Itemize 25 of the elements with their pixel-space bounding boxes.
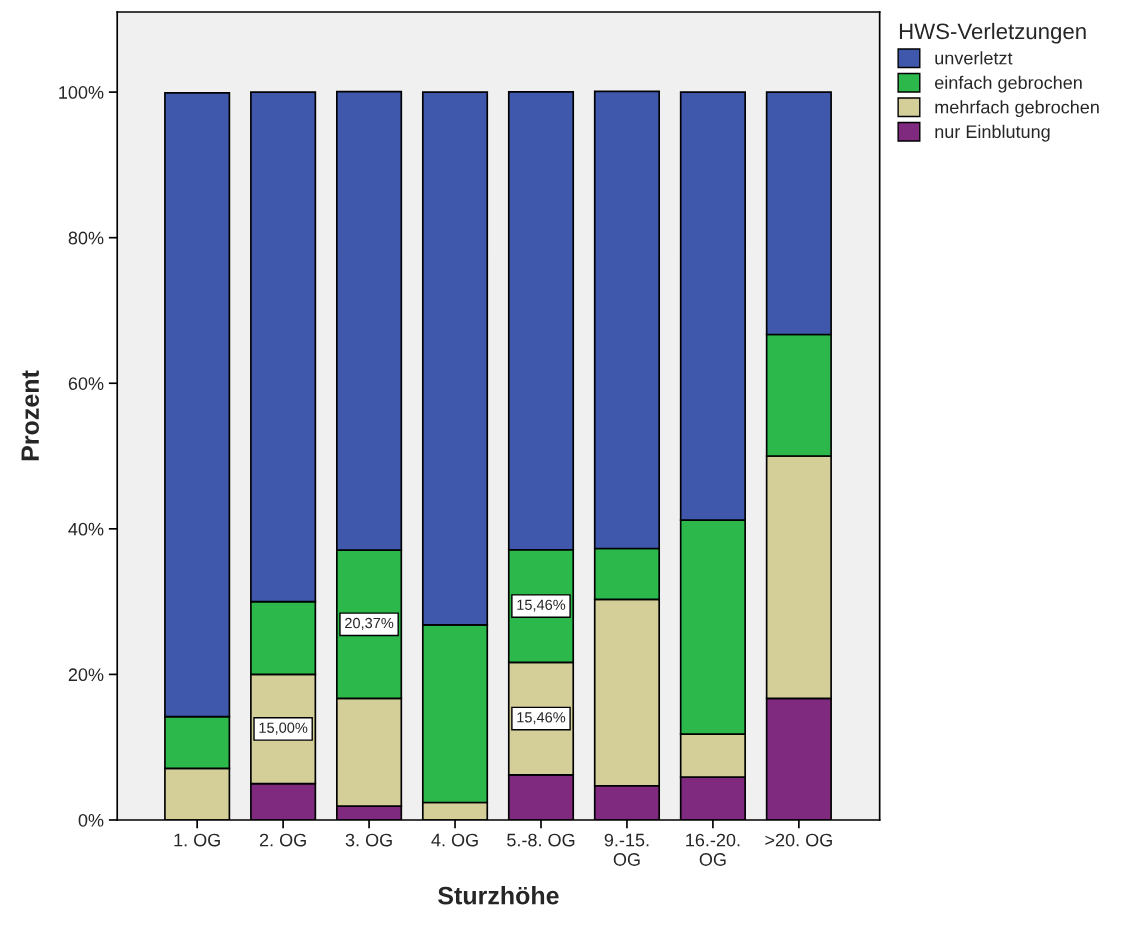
data-label: 20,37% [345,617,394,630]
y-tick-label: 20% [68,668,104,682]
legend-label: mehrfach gebrochen [935,100,1099,118]
x-axis-title: Sturzhöhe [438,886,559,905]
x-tick-label: 2. OG [259,833,306,847]
y-tick-label: 0% [78,813,104,827]
legend-label: einfach gebrochen [935,75,1082,93]
y-axis-title: Prozent [21,370,40,461]
x-tick-label: 5.-8. OG [507,833,575,847]
data-label: 15,00% [259,722,308,735]
y-tick-label: 60% [68,377,104,390]
legend-title: HWS-Verletzungen [899,22,1086,44]
x-tick-label: 4. OG [431,833,478,847]
x-tick-label: >20. OG [765,833,832,847]
y-tick-label: 80% [68,231,104,245]
legend-label: nur Einblutung [935,124,1050,142]
data-label: 15,46% [517,712,566,725]
x-tick-label: 1. OG [174,833,220,847]
y-tick-label: 40% [68,522,104,536]
y-tick-label: 100% [59,86,104,99]
data-label: 15,46% [517,599,566,612]
x-tick-label: 9.-15. OG [604,833,649,866]
legend-label: unverletzt [935,51,1013,65]
x-tick-label: 3. OG [345,833,392,847]
x-tick-label: 16.-20. OG [686,833,740,866]
